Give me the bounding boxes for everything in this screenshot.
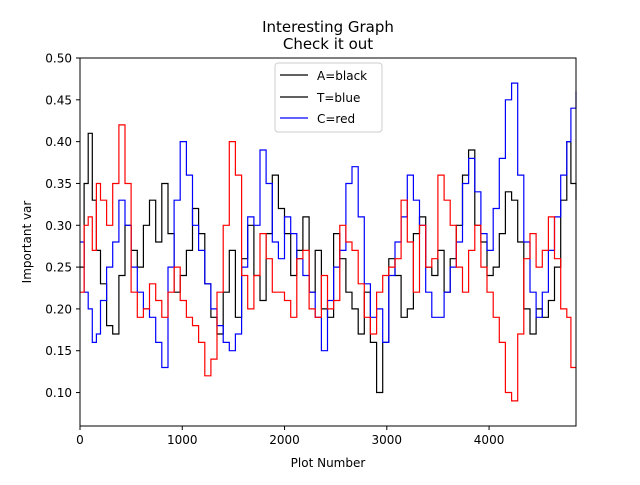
series-line-2 — [80, 124, 576, 402]
legend-label-a: A=black — [317, 69, 367, 83]
x-tick-label: 0 — [76, 433, 84, 447]
legend-label-c: C=red — [317, 112, 355, 126]
y-tick-label: 0.40 — [45, 135, 72, 149]
axes-layer: 0 1000 2000 3000 4000 0.10 0.15 0.20 0.25 0.30 0.3… — [45, 52, 577, 447]
y-axis-label: Important var — [20, 201, 34, 284]
y-tick-label: 0.45 — [45, 93, 72, 107]
y-tick-label: 0.20 — [45, 302, 72, 316]
x-tick-label: 4000 — [474, 433, 505, 447]
legend-frame — [274, 62, 383, 133]
y-tick-label: 0.35 — [45, 177, 72, 191]
x-tick-label: 3000 — [372, 433, 403, 447]
x-tick-label: 2000 — [269, 433, 300, 447]
y-tick-label: 0.50 — [45, 52, 72, 66]
y-tick-label: 0.30 — [45, 219, 72, 233]
y-tick-label: 0.10 — [45, 386, 72, 400]
x-axis-label: Plot Number — [291, 456, 366, 470]
y-tick-label: 0.15 — [45, 344, 72, 358]
series-line-1 — [80, 82, 577, 369]
x-tick-label: 1000 — [167, 433, 198, 447]
legend: A=black T=blue C=red — [274, 62, 383, 133]
legend-label-t: T=blue — [316, 91, 360, 105]
axes-frame — [79, 57, 577, 427]
y-tick-label: 0.25 — [45, 261, 72, 275]
chart-subtitle: Check it out — [283, 35, 373, 53]
chart-title: Interesting Graph — [262, 18, 394, 36]
series-layer — [80, 82, 577, 402]
